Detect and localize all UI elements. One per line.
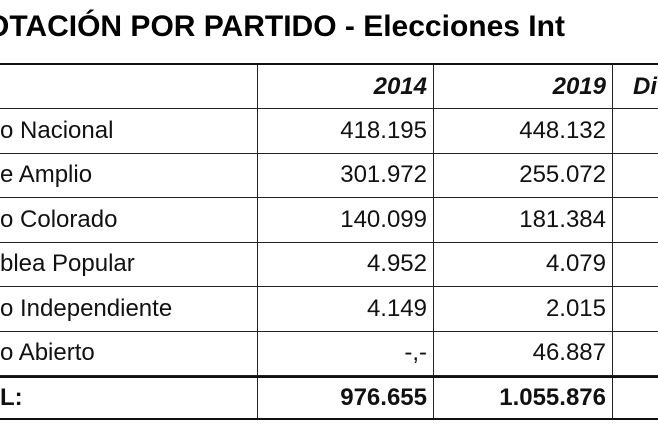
cell bbox=[613, 378, 658, 418]
cell bbox=[0, 65, 258, 108]
cell: o Colorado bbox=[0, 198, 258, 242]
data-row: o Abierto -,- 46.887 bbox=[0, 331, 658, 376]
cell: o Abierto bbox=[0, 331, 258, 375]
cell: 2.015 bbox=[434, 287, 613, 331]
cell: 46.887 bbox=[434, 331, 613, 375]
cell: 2019 bbox=[434, 65, 613, 108]
cell bbox=[613, 198, 658, 242]
cell bbox=[613, 332, 658, 376]
data-row: blea Popular 4.952 4.079 bbox=[0, 242, 658, 287]
cell: 140.099 bbox=[258, 198, 434, 242]
cell: -,- bbox=[258, 331, 434, 375]
data-row: o Independiente 4.149 2.015 bbox=[0, 287, 658, 332]
cell: 4.952 bbox=[258, 242, 434, 286]
cell: L: bbox=[0, 378, 258, 418]
cell bbox=[613, 243, 658, 287]
sheet-title: OTACIÓN POR PARTIDO - Elecciones Int bbox=[0, 10, 565, 43]
cell: Di bbox=[633, 72, 657, 100]
cell: e Amplio bbox=[0, 153, 258, 197]
cell bbox=[613, 287, 658, 331]
data-row: o Colorado 140.099 181.384 bbox=[0, 198, 658, 243]
cell: 181.384 bbox=[434, 198, 613, 242]
cell: blea Popular bbox=[0, 242, 258, 286]
cell: 255.072 bbox=[434, 153, 613, 197]
data-row: o Nacional 418.195 448.132 bbox=[0, 109, 658, 154]
header-row: 2014 2019 Di bbox=[0, 63, 658, 109]
cell: 2014 bbox=[258, 65, 434, 108]
cell: 1.055.876 bbox=[434, 378, 613, 418]
cell bbox=[613, 109, 658, 153]
cell: 976.655 bbox=[258, 378, 434, 418]
cell bbox=[613, 154, 658, 198]
cell: 448.132 bbox=[434, 109, 613, 153]
cell: o Independiente bbox=[0, 287, 258, 331]
cell: 4.079 bbox=[434, 242, 613, 286]
cell: 418.195 bbox=[258, 109, 434, 153]
cell: 301.972 bbox=[258, 153, 434, 197]
data-row: e Amplio 301.972 255.072 bbox=[0, 153, 658, 198]
total-row: L: 976.655 1.055.876 bbox=[0, 376, 658, 420]
cell: 4.149 bbox=[258, 287, 434, 331]
cell: o Nacional bbox=[0, 109, 258, 153]
